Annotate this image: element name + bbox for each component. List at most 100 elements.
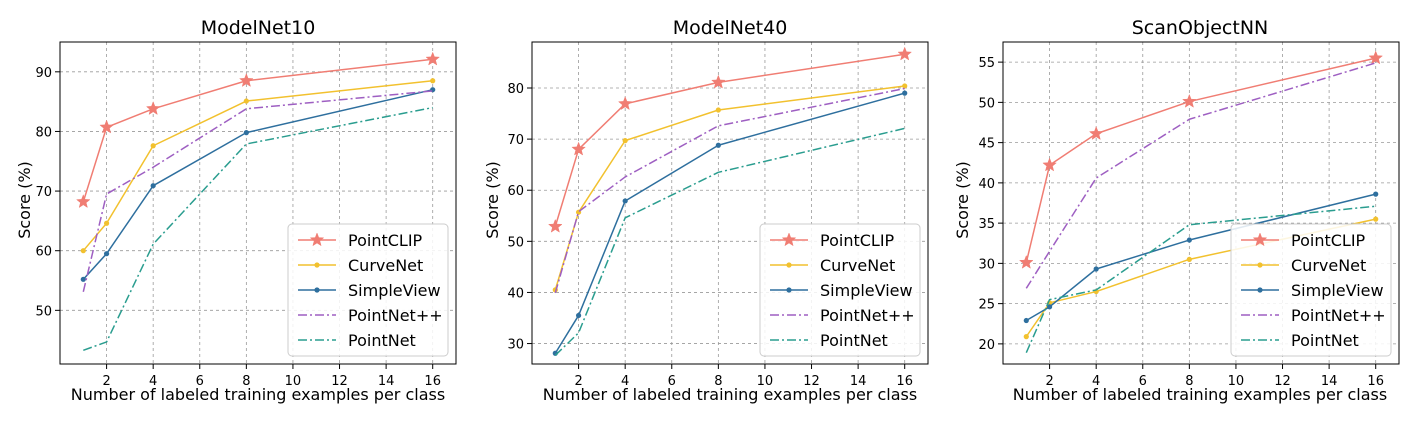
legend-marker: [1257, 287, 1263, 293]
series-line-pointnet: [1025, 205, 1376, 354]
series-line-pointnetplusplus: [554, 87, 905, 294]
legend-item-pointnet: PointNet: [1241, 331, 1359, 350]
data-point-pointclip: [617, 96, 633, 111]
legend-label: SimpleView: [348, 281, 441, 300]
legend: PointCLIP CurveNet SimpleView PointNet++ Poi…: [1230, 223, 1392, 357]
legend-item-curvenet: CurveNet: [1241, 256, 1366, 275]
y-tick-label: 40: [978, 177, 995, 192]
data-point-curvenet: [1373, 216, 1379, 222]
data-point-curvenet: [902, 83, 908, 89]
legend-label: PointNet: [820, 331, 888, 350]
y-tick-label: 90: [35, 66, 52, 81]
chart-panel-modelnet10: ModelNet10 Number of labeled training ex…: [15, 17, 457, 404]
y-tick-label: 40: [507, 286, 524, 301]
data-point-simpleview: [243, 130, 249, 136]
legend-marker: [786, 262, 792, 268]
legend-item-simpleview: SimpleView: [770, 281, 913, 300]
data-point-pointclip: [1088, 126, 1104, 140]
legend-marker: [314, 262, 320, 268]
series-group: [75, 51, 441, 351]
data-point-curvenet: [80, 248, 86, 254]
series-group: [547, 46, 913, 356]
x-tick-label: 6: [668, 374, 676, 389]
legend: PointCLIP CurveNet SimpleView PointNet++ Poi…: [287, 223, 449, 357]
data-point-curvenet: [715, 107, 721, 113]
y-tick-label: 55: [978, 56, 995, 71]
data-point-simpleview: [80, 276, 86, 282]
x-tick-label: 6: [196, 374, 204, 389]
y-tick-label: 50: [978, 96, 995, 111]
x-tick-label: 16: [1367, 374, 1384, 389]
legend-label: PointNet++: [820, 306, 915, 325]
y-tick-label: 25: [978, 298, 995, 313]
legend-item-pointnetplusplus: PointNet++: [770, 306, 915, 325]
legend-marker: [1257, 262, 1263, 268]
data-point-simpleview: [902, 90, 908, 96]
legend-marker: [314, 287, 320, 293]
data-point-curvenet: [1023, 334, 1029, 340]
legend-item-simpleview: SimpleView: [298, 281, 441, 300]
data-point-pointclip: [1368, 50, 1384, 65]
legend-item-pointnet: PointNet: [770, 331, 888, 350]
legend-label: CurveNet: [820, 256, 895, 275]
y-tick-label: 70: [507, 133, 524, 148]
legend-item-pointnet: PointNet: [298, 331, 416, 350]
legend-item-curvenet: CurveNet: [298, 256, 423, 275]
chart-title: ModelNet40: [673, 17, 788, 39]
legend-label: PointCLIP: [348, 231, 423, 250]
x-tick-label: 16: [424, 374, 441, 389]
x-tick-label: 2: [574, 374, 582, 389]
data-point-pointclip: [1018, 254, 1034, 269]
x-tick-label: 12: [803, 374, 820, 389]
y-tick-label: 30: [507, 338, 524, 353]
data-point-simpleview: [150, 183, 156, 189]
legend-marker: [309, 232, 325, 247]
y-tick-label: 80: [35, 125, 52, 140]
y-axis-label: Score (%): [15, 161, 34, 239]
legend-box: [287, 223, 449, 357]
data-point-pointclip: [145, 101, 161, 116]
y-tick-label: 50: [507, 235, 524, 250]
legend-label: SimpleView: [1291, 281, 1384, 300]
y-tick-label: 30: [978, 257, 995, 272]
chart-title: ModelNet10: [201, 17, 316, 39]
x-tick-label: 12: [1274, 374, 1291, 389]
x-tick-label: 4: [1092, 374, 1100, 389]
legend-label: SimpleView: [820, 281, 913, 300]
x-axis-label: Number of labeled training examples per …: [543, 385, 917, 404]
x-tick-label: 6: [1139, 374, 1147, 389]
legend-marker: [786, 287, 792, 293]
x-tick-label: 12: [331, 374, 348, 389]
data-point-pointclip: [547, 218, 563, 233]
series-line-pointnetplusplus: [82, 90, 433, 293]
data-point-pointclip: [1042, 157, 1057, 172]
data-point-simpleview: [1093, 266, 1099, 272]
x-axis-label: Number of labeled training examples per …: [71, 385, 445, 404]
data-point-simpleview: [575, 312, 582, 319]
x-tick-label: 14: [378, 374, 395, 389]
data-point-pointclip: [571, 141, 586, 156]
x-tick-label: 14: [850, 374, 867, 389]
data-point-curvenet: [103, 220, 110, 226]
series-line-pointnet: [554, 127, 905, 356]
legend-item-pointclip: PointCLIP: [298, 231, 423, 250]
x-tick-label: 8: [242, 374, 250, 389]
legend-marker: [781, 232, 797, 247]
legend-label: PointNet++: [348, 306, 443, 325]
legend-box: [1230, 223, 1392, 357]
plot-area: [531, 41, 929, 365]
plot-area: [1002, 41, 1400, 365]
legend-item-pointnetplusplus: PointNet++: [298, 306, 443, 325]
chart-title: ScanObjectNN: [1132, 17, 1269, 39]
x-tick-label: 10: [1228, 374, 1245, 389]
legend-item-pointnetplusplus: PointNet++: [1241, 306, 1386, 325]
data-point-curvenet: [1186, 256, 1192, 262]
x-tick-label: 10: [285, 374, 302, 389]
x-tick-label: 16: [896, 374, 913, 389]
legend-label: CurveNet: [348, 256, 423, 275]
data-point-curvenet: [430, 78, 436, 84]
x-tick-label: 4: [149, 374, 157, 389]
y-tick-label: 50: [35, 304, 52, 319]
legend-label: PointCLIP: [1291, 231, 1366, 250]
